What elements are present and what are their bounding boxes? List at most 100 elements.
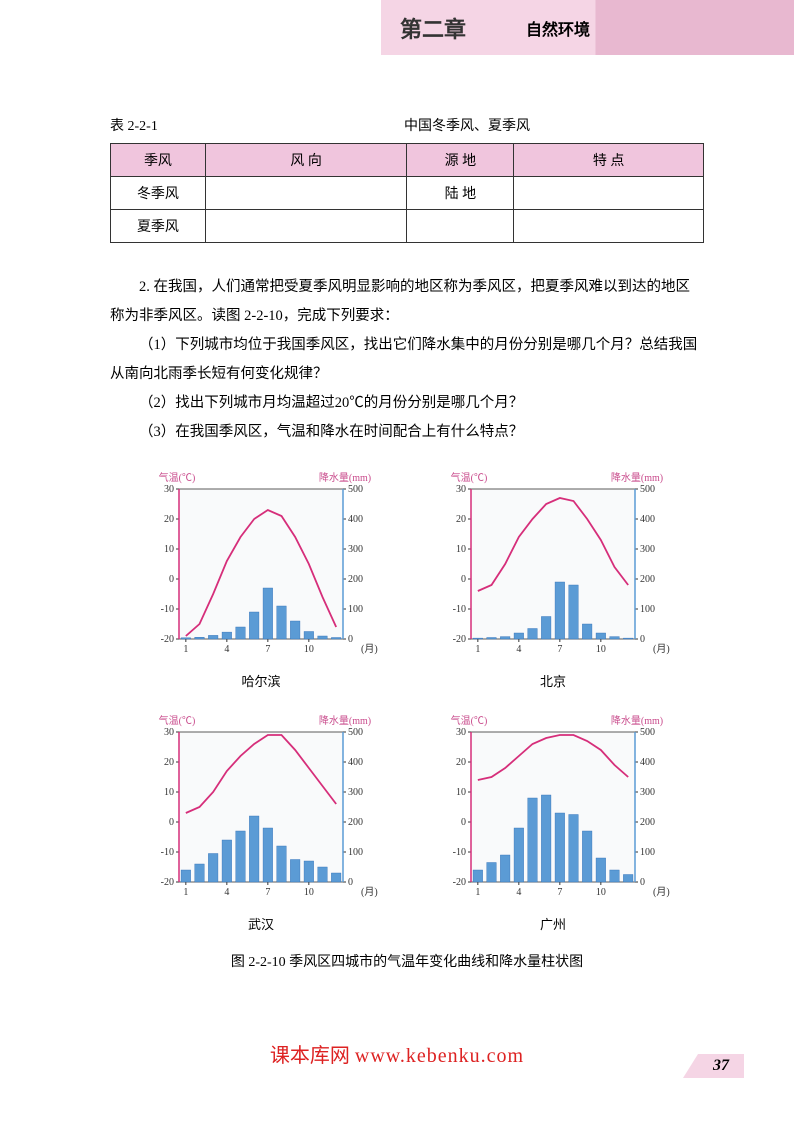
- svg-text:400: 400: [640, 757, 655, 768]
- svg-text:0: 0: [348, 877, 353, 888]
- chapter-title: 第二章: [400, 12, 466, 44]
- table-title: 中国冬季风、夏季风: [230, 115, 704, 135]
- page-number: 37: [713, 1057, 729, 1074]
- city-label: 广州: [540, 914, 566, 933]
- svg-text:7: 7: [265, 644, 270, 655]
- svg-text:0: 0: [640, 877, 645, 888]
- content: 表 2-2-1 中国冬季风、夏季风 季风 风 向 源 地 特 点 冬季风 陆 地…: [0, 55, 794, 991]
- svg-text:-20: -20: [453, 634, 466, 645]
- charts-grid: -20-100102030010020030040050014710(月)气温(…: [110, 467, 704, 933]
- svg-text:300: 300: [640, 787, 655, 798]
- city-label: 武汉: [248, 914, 274, 933]
- para-q3: （3）在我国季风区，气温和降水在时间配合上有什么特点？: [110, 418, 704, 447]
- section-title: 自然环境: [526, 16, 590, 40]
- svg-text:7: 7: [265, 887, 270, 898]
- svg-text:10: 10: [164, 544, 174, 555]
- svg-text:4: 4: [224, 887, 229, 898]
- chart-guangzhou: -20-100102030010020030040050014710(月)气温(…: [422, 710, 684, 933]
- svg-text:0: 0: [169, 817, 174, 828]
- svg-text:500: 500: [640, 727, 655, 738]
- svg-text:-20: -20: [161, 634, 174, 645]
- svg-text:4: 4: [516, 887, 521, 898]
- svg-text:500: 500: [348, 484, 363, 495]
- svg-text:0: 0: [348, 634, 353, 645]
- svg-text:0: 0: [461, 817, 466, 828]
- para-q2: （2）找出下列城市月均温超过20℃的月份分别是哪几个月？: [110, 389, 704, 418]
- svg-text:100: 100: [640, 847, 655, 858]
- svg-text:0: 0: [461, 574, 466, 585]
- svg-text:20: 20: [164, 757, 174, 768]
- svg-text:降水量(mm): 降水量(mm): [319, 471, 371, 484]
- svg-text:10: 10: [304, 887, 314, 898]
- table-label-row: 表 2-2-1 中国冬季风、夏季风: [110, 115, 704, 135]
- svg-text:7: 7: [557, 644, 562, 655]
- th-monsoon: 季风: [111, 144, 206, 177]
- svg-text:气温(℃): 气温(℃): [159, 714, 196, 727]
- table-row: 冬季风 陆 地: [111, 177, 704, 210]
- svg-text:气温(℃): 气温(℃): [451, 471, 488, 484]
- svg-text:1: 1: [475, 644, 480, 655]
- svg-text:(月): (月): [653, 643, 670, 655]
- table-header-row: 季风 风 向 源 地 特 点: [111, 144, 704, 177]
- climate-chart: -20-100102030010020030040050014710(月)气温(…: [433, 467, 673, 667]
- svg-text:(月): (月): [653, 886, 670, 898]
- svg-text:(月): (月): [361, 886, 378, 898]
- svg-text:10: 10: [596, 887, 606, 898]
- table-row: 夏季风: [111, 210, 704, 243]
- svg-text:-10: -10: [161, 604, 174, 615]
- svg-text:气温(℃): 气温(℃): [451, 714, 488, 727]
- svg-text:降水量(mm): 降水量(mm): [611, 471, 663, 484]
- svg-text:10: 10: [456, 544, 466, 555]
- climate-chart: -20-100102030010020030040050014710(月)气温(…: [141, 710, 381, 910]
- svg-text:300: 300: [640, 544, 655, 555]
- watermark-en: www.kebenku.com: [355, 1045, 524, 1067]
- svg-text:10: 10: [596, 644, 606, 655]
- svg-text:10: 10: [304, 644, 314, 655]
- svg-text:30: 30: [456, 484, 466, 495]
- svg-text:400: 400: [348, 757, 363, 768]
- city-label: 北京: [540, 671, 566, 690]
- svg-text:-10: -10: [161, 847, 174, 858]
- svg-text:-20: -20: [161, 877, 174, 888]
- table-number: 表 2-2-1: [110, 115, 230, 135]
- svg-text:1: 1: [183, 644, 188, 655]
- page-header: 第二章 自然环境: [0, 0, 794, 55]
- svg-text:(月): (月): [361, 643, 378, 655]
- svg-text:30: 30: [164, 484, 174, 495]
- svg-text:20: 20: [456, 757, 466, 768]
- svg-text:降水量(mm): 降水量(mm): [319, 714, 371, 727]
- svg-text:4: 4: [224, 644, 229, 655]
- svg-text:10: 10: [164, 787, 174, 798]
- page-number-wrap: 37: [683, 1054, 744, 1078]
- svg-text:500: 500: [640, 484, 655, 495]
- figure-caption: 图 2-2-10 季风区四城市的气温年变化曲线和降水量柱状图: [110, 951, 704, 971]
- watermark-cn: 课本库网: [270, 1045, 350, 1067]
- svg-text:100: 100: [348, 604, 363, 615]
- svg-text:-10: -10: [453, 604, 466, 615]
- para-intro: 2. 在我国，人们通常把受夏季风明显影响的地区称为季风区，把夏季风难以到达的地区…: [110, 273, 704, 331]
- svg-text:300: 300: [348, 787, 363, 798]
- svg-text:30: 30: [164, 727, 174, 738]
- chart-wuhan: -20-100102030010020030040050014710(月)气温(…: [130, 710, 392, 933]
- svg-text:200: 200: [348, 817, 363, 828]
- svg-text:100: 100: [640, 604, 655, 615]
- svg-text:4: 4: [516, 644, 521, 655]
- svg-text:-20: -20: [453, 877, 466, 888]
- watermark: 课本库网 www.kebenku.com: [270, 1039, 524, 1068]
- svg-text:20: 20: [456, 514, 466, 525]
- svg-text:降水量(mm): 降水量(mm): [611, 714, 663, 727]
- th-direction: 风 向: [205, 144, 407, 177]
- svg-text:0: 0: [169, 574, 174, 585]
- svg-text:1: 1: [475, 887, 480, 898]
- svg-text:200: 200: [640, 574, 655, 585]
- svg-text:500: 500: [348, 727, 363, 738]
- svg-text:200: 200: [348, 574, 363, 585]
- svg-text:气温(℃): 气温(℃): [159, 471, 196, 484]
- climate-chart: -20-100102030010020030040050014710(月)气温(…: [433, 710, 673, 910]
- svg-text:400: 400: [348, 514, 363, 525]
- svg-text:7: 7: [557, 887, 562, 898]
- chart-beijing: -20-100102030010020030040050014710(月)气温(…: [422, 467, 684, 690]
- svg-text:100: 100: [348, 847, 363, 858]
- climate-chart: -20-100102030010020030040050014710(月)气温(…: [141, 467, 381, 667]
- para-q1: （1）下列城市均位于我国季风区，找出它们降水集中的月份分别是哪几个月？总结我国从…: [110, 331, 704, 389]
